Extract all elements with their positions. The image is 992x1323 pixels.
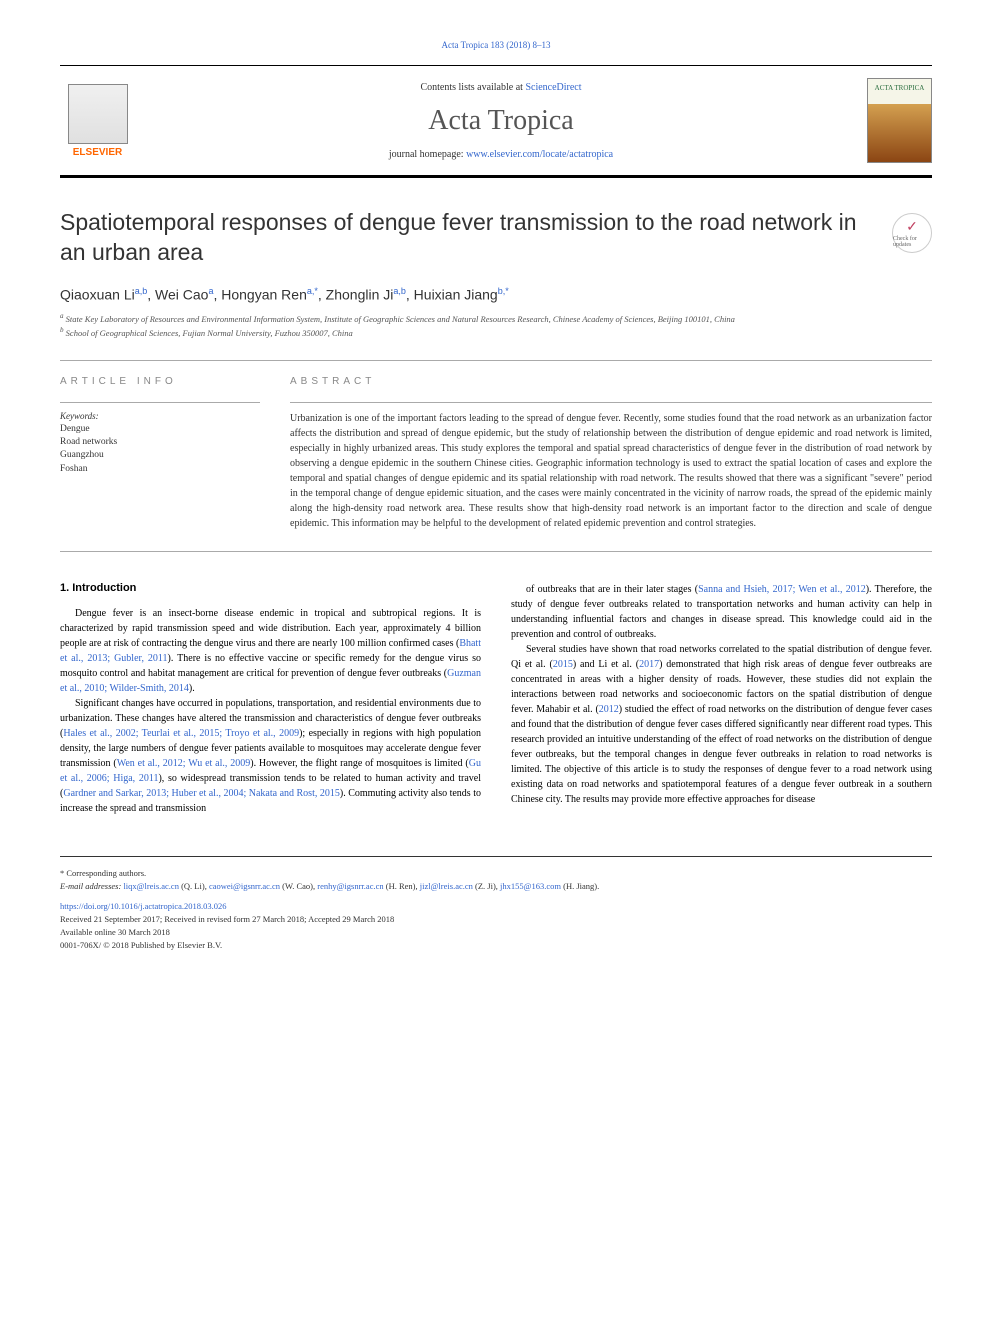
- body-para-3: of outbreaks that are in their later sta…: [511, 582, 932, 642]
- citation[interactable]: Wen et al., 2012; Wu et al., 2009: [117, 758, 251, 769]
- article-info-col: ARTICLE INFO Keywords: DengueRoad networ…: [60, 376, 260, 531]
- info-abstract-row: ARTICLE INFO Keywords: DengueRoad networ…: [60, 376, 932, 531]
- body-para-4: Several studies have shown that road net…: [511, 642, 932, 807]
- citation[interactable]: Sanna and Hsieh, 2017; Wen et al., 2012: [698, 584, 866, 595]
- author-sup: a: [208, 286, 213, 296]
- journal-cover-icon[interactable]: ACTA TROPICA: [867, 78, 932, 163]
- journal-header-center: Contents lists available at ScienceDirec…: [135, 82, 867, 160]
- corresponding-label: * Corresponding authors.: [60, 867, 932, 880]
- author-name: Huixian Jiang: [414, 286, 498, 302]
- body-para-2: Significant changes have occurred in pop…: [60, 696, 481, 816]
- footer-copyright: 0001-706X/ © 2018 Published by Elsevier …: [60, 939, 932, 952]
- author-name: Hongyan Ren: [221, 286, 307, 302]
- citation[interactable]: 2012: [599, 704, 619, 715]
- abstract-text: Urbanization is one of the important fac…: [290, 411, 932, 531]
- divider-top: [60, 360, 932, 361]
- authors-line: Qiaoxuan Lia,b, Wei Caoa, Hongyan Rena,*…: [60, 286, 932, 303]
- keywords-label: Keywords:: [60, 411, 260, 421]
- elsevier-tree-icon: [68, 84, 128, 144]
- footer-dates: Received 21 September 2017; Received in …: [60, 913, 932, 926]
- citation[interactable]: Bhatt et al., 2013; Gubler, 2011: [60, 638, 481, 664]
- homepage-line: journal homepage: www.elsevier.com/locat…: [135, 149, 867, 160]
- author-name: Zhonglin Ji: [326, 286, 394, 302]
- citation[interactable]: 2017: [639, 659, 659, 670]
- check-updates-label: Check for updates: [893, 236, 931, 248]
- affiliation: a State Key Laboratory of Resources and …: [60, 312, 932, 326]
- author-sup: a,b: [393, 286, 406, 296]
- author-sup: a,b: [135, 286, 148, 296]
- footer: * Corresponding authors. E-mail addresse…: [60, 856, 932, 952]
- author-name: Qiaoxuan Li: [60, 286, 135, 302]
- divider-info: [60, 402, 260, 403]
- article-info-heading: ARTICLE INFO: [60, 376, 260, 387]
- email-name: (H. Jiang): [563, 881, 597, 891]
- abstract-heading: ABSTRACT: [290, 376, 932, 387]
- author-name: Wei Cao: [155, 286, 208, 302]
- footer-available: Available online 30 March 2018: [60, 926, 932, 939]
- keyword: Road networks: [60, 436, 260, 449]
- email-link[interactable]: renhy@igsnrr.ac.cn: [317, 881, 383, 891]
- keyword: Guangzhou: [60, 449, 260, 462]
- elsevier-text: ELSEVIER: [73, 147, 122, 158]
- homepage-link[interactable]: www.elsevier.com/locate/actatropica: [466, 149, 613, 160]
- journal-header: ELSEVIER Contents lists available at Sci…: [60, 65, 932, 178]
- citation[interactable]: Gardner and Sarkar, 2013; Huber et al., …: [63, 788, 340, 799]
- article-title: Spatiotemporal responses of dengue fever…: [60, 208, 932, 268]
- check-updates-badge[interactable]: ✓ Check for updates: [892, 213, 932, 253]
- email-name: (Q. Li): [181, 881, 205, 891]
- affiliation: b School of Geographical Sciences, Fujia…: [60, 326, 932, 340]
- email-link[interactable]: caowei@igsnrr.ac.cn: [209, 881, 280, 891]
- sciencedirect-link[interactable]: ScienceDirect: [525, 82, 581, 93]
- keyword: Foshan: [60, 463, 260, 476]
- journal-name: Acta Tropica: [135, 105, 867, 137]
- contents-line: Contents lists available at ScienceDirec…: [135, 82, 867, 93]
- affiliations: a State Key Laboratory of Resources and …: [60, 312, 932, 339]
- divider-bottom: [60, 551, 932, 552]
- doi-link[interactable]: https://doi.org/10.1016/j.actatropica.20…: [60, 900, 932, 913]
- citation[interactable]: 2015: [553, 659, 573, 670]
- intro-heading: 1. Introduction: [60, 582, 481, 594]
- email-line: E-mail addresses: liqx@lreis.ac.cn (Q. L…: [60, 880, 932, 893]
- email-link[interactable]: jizl@lreis.ac.cn: [420, 881, 473, 891]
- citation[interactable]: Hales et al., 2002; Teurlai et al., 2015…: [63, 728, 299, 739]
- divider-abstract: [290, 402, 932, 403]
- email-name: (W. Cao): [282, 881, 313, 891]
- body-para-1: Dengue fever is an insect-borne disease …: [60, 606, 481, 696]
- author-sup: b,*: [498, 286, 509, 296]
- elsevier-logo[interactable]: ELSEVIER: [60, 78, 135, 163]
- email-link[interactable]: liqx@lreis.ac.cn: [123, 881, 179, 891]
- email-name: (H. Ren): [386, 881, 416, 891]
- body-content: 1. Introduction Dengue fever is an insec…: [60, 582, 932, 816]
- keyword: Dengue: [60, 423, 260, 436]
- email-name: (Z. Ji): [475, 881, 496, 891]
- header-citation: Acta Tropica 183 (2018) 8–13: [60, 40, 932, 50]
- citation[interactable]: Guzman et al., 2010; Wilder-Smith, 2014: [60, 668, 481, 694]
- email-link[interactable]: jhx155@163.com: [500, 881, 561, 891]
- journal-cover-text: ACTA TROPICA: [875, 84, 925, 92]
- author-sup: a,*: [307, 286, 318, 296]
- check-mark-icon: ✓: [906, 219, 918, 236]
- abstract-col: ABSTRACT Urbanization is one of the impo…: [290, 376, 932, 531]
